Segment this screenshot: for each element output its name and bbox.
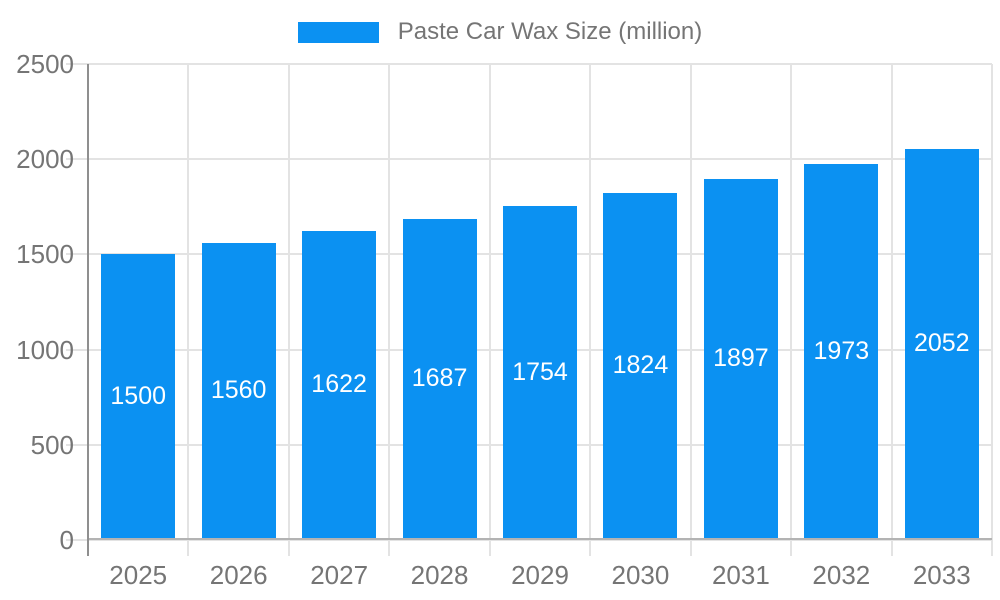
bar[interactable]: 1754 xyxy=(503,206,577,538)
bar[interactable]: 1824 xyxy=(603,192,678,538)
gridline-vertical xyxy=(890,64,893,556)
x-tick-label: 2029 xyxy=(511,560,569,590)
x-tick-label: 2027 xyxy=(310,560,369,590)
x-tick-label: 2026 xyxy=(209,560,268,590)
bar-value-label: 1824 xyxy=(612,350,669,379)
y-tick-label: 2000 xyxy=(16,144,74,175)
gridline-vertical xyxy=(689,64,692,556)
legend-swatch xyxy=(297,21,379,43)
gridline-vertical xyxy=(187,64,190,556)
gridline-vertical xyxy=(991,64,993,556)
bar-value-label: 1754 xyxy=(512,357,568,386)
gridline-horizontal xyxy=(66,63,992,65)
bar[interactable]: 1560 xyxy=(201,242,276,538)
bar-value-label: 1500 xyxy=(110,381,167,410)
x-tick-label: 2031 xyxy=(711,560,770,590)
bar-value-label: 1897 xyxy=(713,343,769,372)
bar[interactable]: 1687 xyxy=(402,218,477,538)
bar-value-label: 2052 xyxy=(913,329,970,358)
legend-label: Paste Car Wax Size (million) xyxy=(397,18,703,45)
x-tick-label: 2032 xyxy=(812,560,871,590)
bar[interactable]: 1500 xyxy=(101,254,176,538)
bar[interactable]: 1973 xyxy=(804,164,879,538)
gridline-horizontal xyxy=(66,158,992,161)
y-axis-line xyxy=(87,64,89,556)
bar-value-label: 1687 xyxy=(411,363,468,392)
y-tick-label: 1500 xyxy=(16,239,74,270)
x-tick-label: 2033 xyxy=(912,560,971,590)
y-tick-label: 0 xyxy=(59,525,74,555)
bar[interactable]: 2052 xyxy=(904,149,979,538)
x-axis-line xyxy=(88,538,992,540)
y-tick-label: 2500 xyxy=(16,49,74,79)
x-tick-label: 2025 xyxy=(109,560,168,590)
gridline-vertical xyxy=(287,64,290,556)
gridline-vertical xyxy=(790,64,793,556)
gridline-vertical xyxy=(589,64,592,556)
legend[interactable]: Paste Car Wax Size (million) xyxy=(0,16,1000,48)
bar-value-label: 1622 xyxy=(311,370,367,399)
gridline-vertical xyxy=(488,64,491,556)
bar[interactable]: 1622 xyxy=(302,231,377,538)
plot-area: 1500 1560 1622 1687 1754 1824 1897 1973 2052 xyxy=(66,63,993,556)
bar[interactable]: 1897 xyxy=(703,178,778,538)
y-tick-label: 1000 xyxy=(16,334,74,365)
gridline-horizontal xyxy=(66,539,992,541)
x-tick-label: 2028 xyxy=(410,560,469,590)
bar-value-label: 1973 xyxy=(813,336,870,365)
y-tick-label: 500 xyxy=(30,429,74,460)
x-tick-label: 2030 xyxy=(611,560,670,590)
gridline-vertical xyxy=(388,64,391,556)
bar-value-label: 1560 xyxy=(210,375,267,404)
